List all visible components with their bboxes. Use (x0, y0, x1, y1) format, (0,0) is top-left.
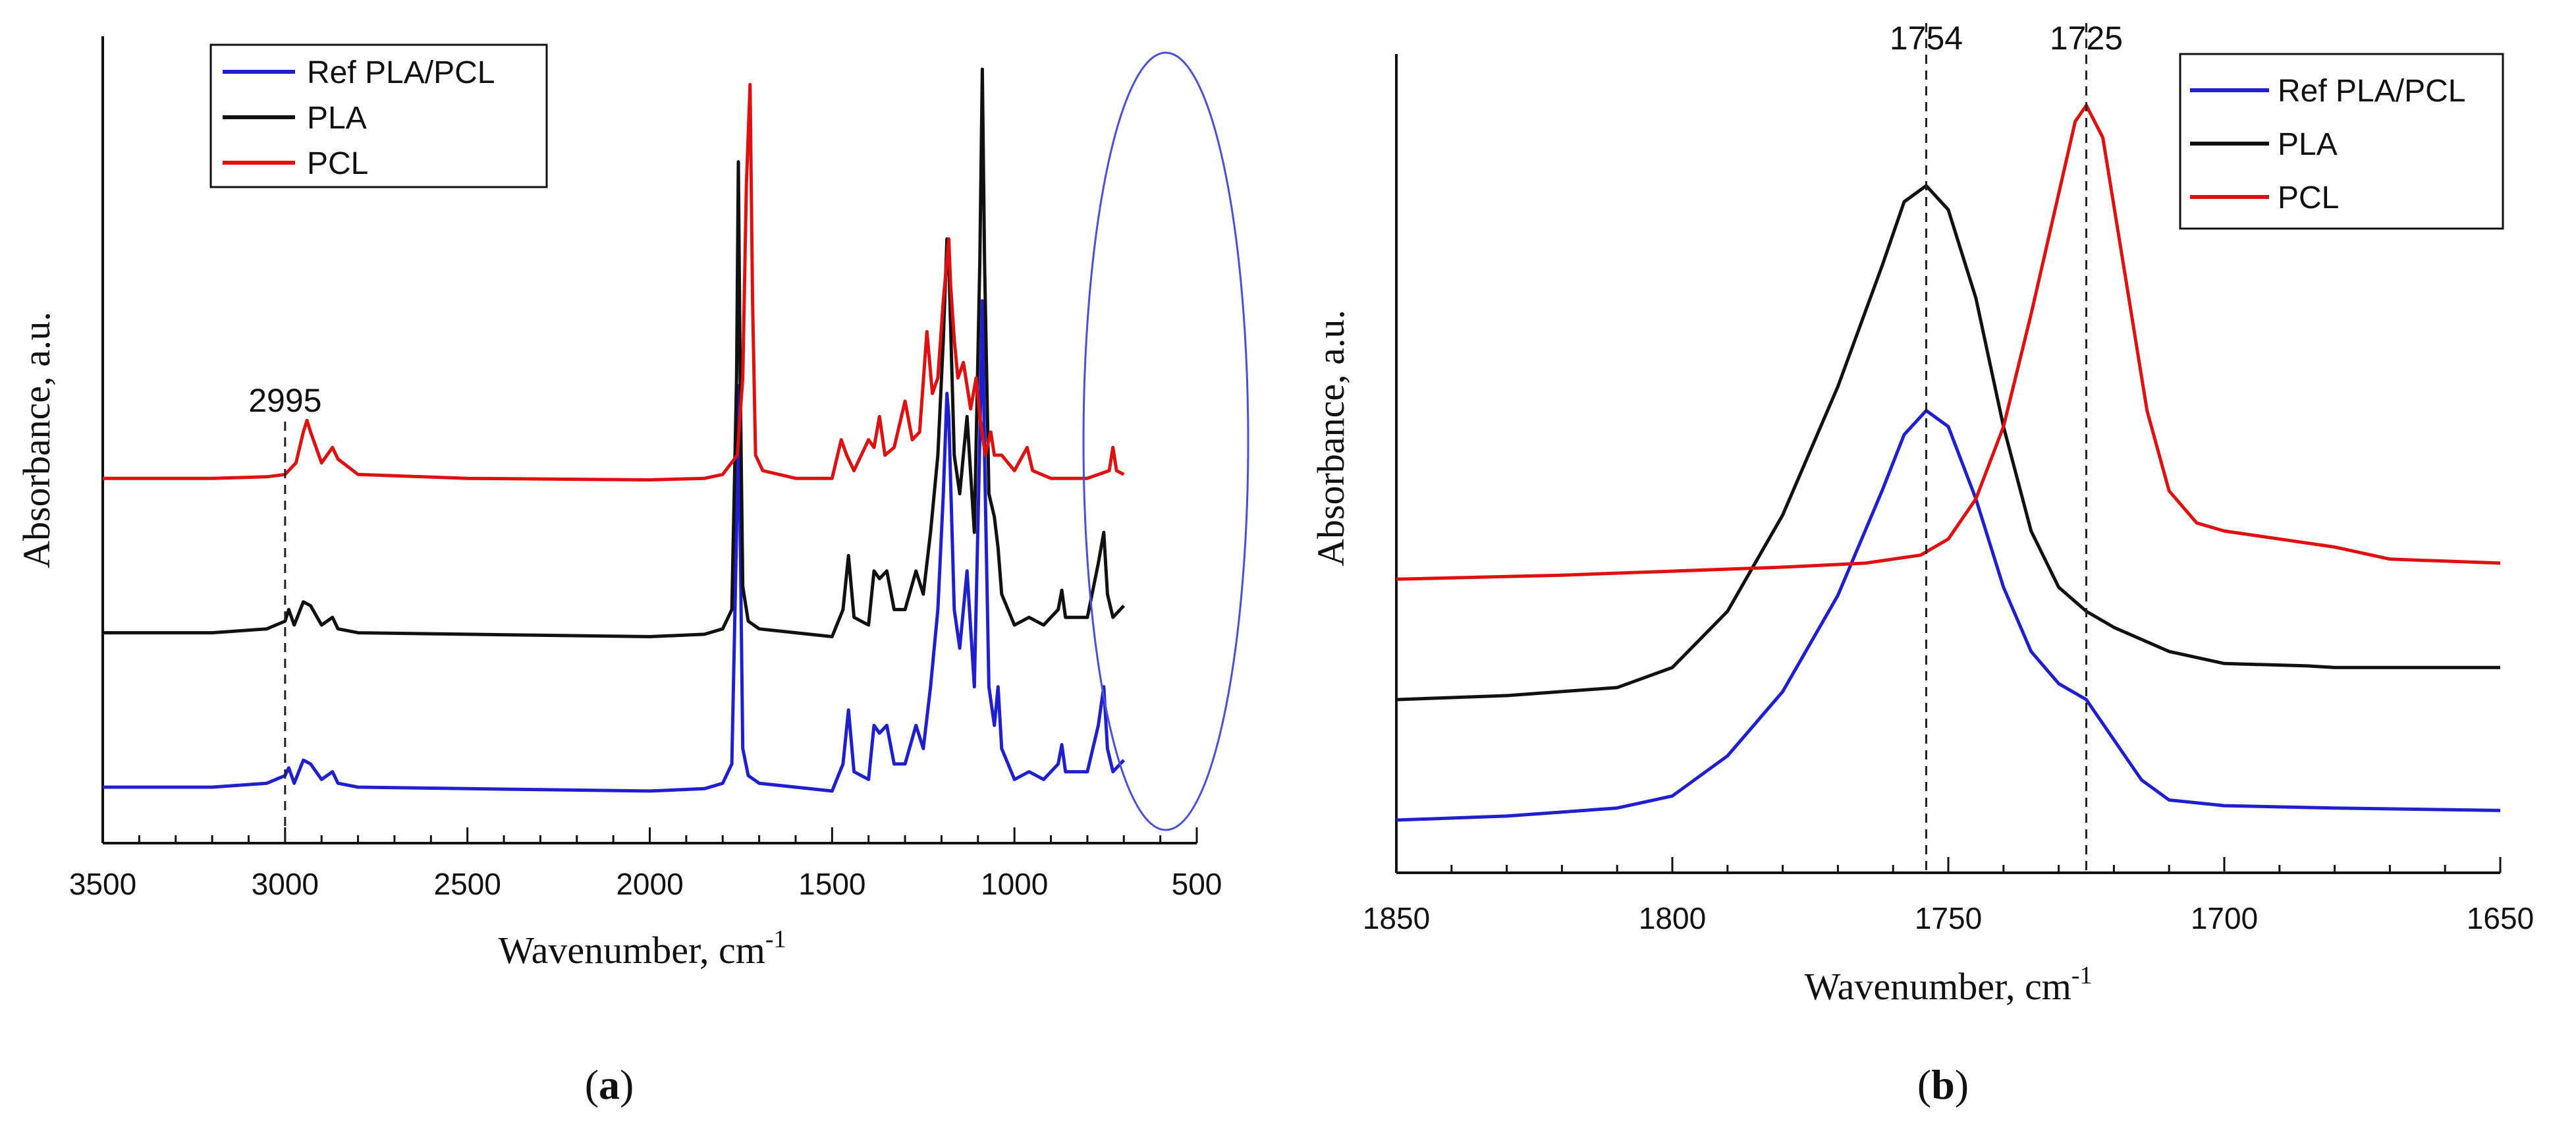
panel-b-legend-box (2179, 53, 2504, 230)
panel-a-legend-label-pla: PLA (307, 101, 367, 136)
panel-b-x-tick-label: 1850 (1363, 901, 1430, 935)
panel-a-series-pla (103, 67, 1126, 638)
chart-panel-a: 3500 3000 2500 2000 1500 1000 500 2995 Ref PLA… (15, 36, 1249, 1108)
panel-a-annotation-label-2995: 2995 (248, 382, 321, 419)
panel-b-annotations: 1754 1725 (1890, 20, 2123, 873)
panel-a-label-close: ) (620, 1061, 634, 1108)
panel-a-label-open: ( (585, 1061, 599, 1108)
panel-a-legend: Ref PLA/PCL PLA PCL (209, 43, 548, 188)
panel-a-annotations: 2995 (248, 382, 321, 843)
panel-b-legend-label-ref: Ref PLA/PCL (2278, 74, 2465, 109)
panel-a-x-tick-label: 1500 (798, 867, 865, 901)
panel-b-legend-item-pla: PLA (2190, 127, 2338, 162)
panel-b-series-pcl (1396, 103, 2501, 581)
panel-b-legend-label-pla: PLA (2278, 127, 2338, 162)
panel-b-x-axis-title-text: Wavenumber, cm (1805, 965, 2071, 1008)
panel-a-series-ref-pla-pcl (103, 299, 1126, 793)
panel-a-x-axis-title-text: Wavenumber, cm (499, 929, 765, 972)
panel-a-x-tick-label: 500 (1172, 867, 1222, 901)
panel-a-legend-label-ref: Ref PLA/PCL (307, 55, 495, 90)
panel-b-y-axis-title: Absorbance, a.u. (1309, 310, 1352, 566)
panel-b-series-ref-pla-pcl (1396, 408, 2501, 822)
panel-b-annotation-label-1725: 1725 (2050, 20, 2123, 57)
panel-b-x-tick-label: 1700 (2191, 901, 2258, 935)
panel-b-label: (b) (1917, 1061, 1969, 1108)
panel-a-x-axis-title: Wavenumber, cm-1 (499, 925, 786, 972)
chart-panel-b: 1850 1800 1750 1700 1650 1754 1725 Ref PLA/PC… (1309, 20, 2534, 1108)
panel-b-label-close: ) (1955, 1061, 1969, 1108)
panel-b-series-pla (1396, 184, 2500, 702)
panel-a-x-ticks: 3500 3000 2500 2000 1500 1000 500 (69, 827, 1222, 901)
panel-a-series-pcl (103, 82, 1125, 482)
panel-a-label-letter: a (599, 1061, 620, 1108)
panel-a-x-tick-label: 1000 (981, 867, 1048, 901)
panel-a-x-tick-label: 3500 (69, 867, 136, 901)
panel-a-x-tick-label: 2500 (433, 867, 501, 901)
panel-b-legend-label-pcl: PCL (2278, 180, 2339, 215)
panel-b-x-tick-label: 1800 (1639, 901, 1706, 935)
panel-b-x-ticks: 1850 1800 1750 1700 1650 (1363, 857, 2534, 935)
panel-b-x-axis-title-sup: -1 (2071, 962, 2093, 989)
panel-a-label: (a) (585, 1061, 634, 1108)
panel-a-highlight-ellipse (1082, 51, 1249, 831)
panel-b-x-tick-label: 1750 (1915, 901, 1982, 935)
panel-b-x-tick-label: 1650 (2467, 901, 2534, 935)
panel-b-legend-item-pcl: PCL (2190, 180, 2339, 215)
panel-a-legend-item-pcl: PCL (223, 146, 368, 181)
panel-a-x-axis-title-sup: -1 (765, 925, 786, 953)
panel-b-x-axis-title: Wavenumber, cm-1 (1805, 962, 2093, 1008)
panel-b-series (1396, 103, 2501, 822)
panel-a-legend-item-ref: Ref PLA/PCL (223, 55, 495, 90)
panel-b-legend-item-ref: Ref PLA/PCL (2190, 74, 2465, 109)
panel-a-series (103, 67, 1126, 793)
panel-b-annotation-label-1754: 1754 (1890, 20, 1963, 57)
panel-b-label-letter: b (1931, 1061, 1955, 1108)
panel-a-y-axis-title: Absorbance, a.u. (15, 312, 58, 568)
panel-b-label-open: ( (1917, 1061, 1931, 1108)
panel-b-legend: Ref PLA/PCL PLA PCL (2179, 53, 2504, 230)
panel-a-legend-label-pcl: PCL (307, 146, 368, 181)
panel-a-x-tick-label: 3000 (252, 867, 319, 901)
panel-a-x-tick-label: 2000 (616, 867, 683, 901)
panel-a-legend-item-pla: PLA (223, 101, 367, 136)
